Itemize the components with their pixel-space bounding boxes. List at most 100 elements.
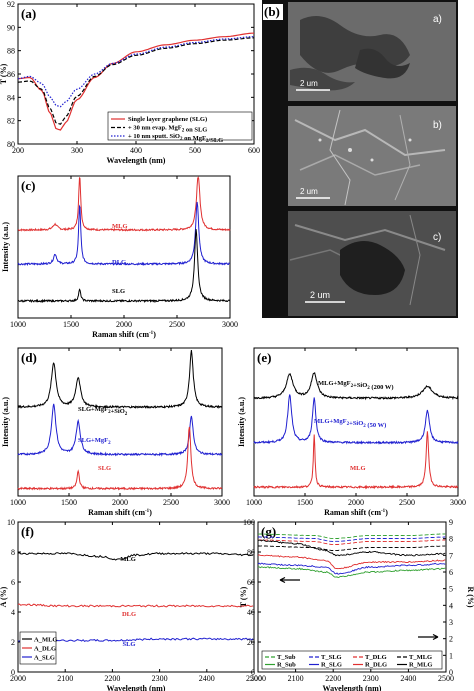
x-tick-label: 1500: [297, 498, 313, 507]
y-tick-label: 0: [251, 668, 255, 677]
legend-entry: A_DLG: [34, 645, 56, 652]
x-axis-label: Wavelength (nm): [323, 684, 382, 691]
legend-entry: T_Sub: [277, 654, 296, 661]
y-tick-label: 10: [7, 518, 15, 527]
y-axis-label: T (%): [0, 63, 8, 84]
legend-entry: A_MLG: [34, 636, 57, 643]
y2-tick-label: 2: [449, 635, 453, 644]
plot-frame: [17, 521, 255, 673]
x-tick-label: 1500: [61, 498, 77, 507]
legend-entry: R_MLG: [409, 662, 432, 669]
x-tick-label: 2100: [57, 674, 73, 683]
y-tick-label: 80: [7, 140, 15, 149]
x-tick-label: 3000: [222, 320, 238, 329]
y-axis-label: Intensity (a.u.): [1, 222, 10, 272]
raman-spectrum-0: [17, 176, 231, 232]
panel-b-label-bg: [263, 4, 283, 20]
panel-label: (e): [257, 350, 271, 365]
spectrum-label: MLG+MgF2+SiO2 (200 W): [318, 380, 394, 391]
x-tick-label: 2400: [400, 674, 416, 683]
panel-label: (a): [21, 6, 36, 21]
panel-c: 1000 1500 2000 2500 3000 Raman shift (cm-1) In…: [1, 175, 238, 339]
x-tick-label: 2300: [363, 674, 379, 683]
sem-image-a: a) 2 um: [288, 2, 456, 101]
series-line-0: [17, 32, 254, 131]
y2-tick-label: 5: [449, 585, 453, 594]
plot-frame: [257, 521, 447, 673]
panel-d: 1000 1500 2000 2500 3000 Raman shift (cm-1) In…: [1, 347, 230, 517]
tr-line-1: [258, 536, 446, 543]
y-tick-label: 60: [247, 578, 255, 587]
raman-spectrum-2: [17, 426, 223, 491]
y-tick-label: 8: [11, 548, 15, 557]
y-tick-label: 88: [7, 47, 15, 56]
x-tick-label: 500: [189, 146, 201, 155]
absorption-line-1: [17, 603, 254, 608]
y-axis-label: T (%): [239, 586, 248, 607]
y-tick-label: 20: [247, 638, 255, 647]
legend-entry: R_DLG: [365, 662, 387, 669]
x-axis-label: Raman shift (cm-1): [88, 508, 152, 517]
x-tick-label: 200: [12, 146, 24, 155]
x-tick-label: 2200: [104, 674, 120, 683]
series-line-1: [17, 37, 255, 125]
y-tick-label: 4: [11, 608, 15, 617]
y-tick-label: 40: [247, 608, 255, 617]
x-tick-label: 1000: [10, 498, 26, 507]
spectrum-label: MLG: [350, 465, 366, 472]
panel-label: (c): [21, 178, 35, 193]
absorption-line-2: [17, 637, 254, 643]
arrow-right-icon: [418, 633, 439, 641]
x-tick-label: 2500: [163, 498, 179, 507]
x-tick-label: 300: [71, 146, 83, 155]
panel-f: 2000 2100 2200 2300 2400 25000246810Wavelengt…: [0, 518, 262, 691]
spectrum-label: SLG: [98, 465, 111, 472]
x-tick-label: 2000: [348, 498, 364, 507]
y-tick-label: 100: [243, 518, 255, 527]
x-tick-label: 1500: [63, 320, 79, 329]
x-tick-label: 600: [248, 146, 260, 155]
x-axis-label: Wavelength (nm): [107, 156, 166, 165]
legend-entry: T_SLG: [321, 654, 342, 661]
x-tick-label: 400: [130, 146, 142, 155]
legend-entry: T_DLG: [365, 654, 387, 661]
tr-line-5: [257, 562, 446, 575]
tr-line-6: [257, 554, 446, 570]
x-tick-label: 2500: [246, 674, 262, 683]
y2-tick-label: 7: [449, 551, 453, 560]
y2-tick-label: 0: [449, 668, 453, 677]
x-tick-label: 3000: [214, 498, 230, 507]
sem-image-b-tag: b): [433, 120, 442, 131]
tr-line-7: [257, 539, 446, 557]
curve-label: SLG: [122, 641, 135, 648]
legend-entry: R_Sub: [277, 662, 296, 669]
spectrum-label: MLG+MgF2+SiO2 (50 W): [314, 418, 386, 429]
x-tick-label: 2200: [325, 674, 341, 683]
sem-image-b: b) 2 um: [288, 106, 456, 206]
absorption-line-0: [17, 552, 254, 561]
legend-entry: T_MLG: [409, 654, 432, 661]
x-axis-label: Wavelength (nm): [107, 684, 166, 691]
legend-entry: R_SLG: [321, 662, 342, 669]
legend-entry: A_SLG: [34, 654, 55, 661]
legend: [107, 111, 253, 141]
spectrum-label: DLG: [112, 259, 126, 266]
x-tick-label: 2000: [10, 674, 26, 683]
y-axis-label: A (%): [0, 586, 8, 607]
y-tick-label: 92: [7, 0, 15, 9]
panel-b-sem: a) 2 um b) 2 um c) 2 um (b): [262, 0, 458, 318]
spectrum-label: SLG: [112, 288, 125, 295]
y-tick-label: 90: [7, 23, 15, 32]
spectrum-label: MLG: [112, 223, 128, 230]
y2-tick-label: 4: [449, 601, 453, 610]
plot-frame: [17, 175, 231, 319]
x-axis-label: Raman shift (cm-1): [92, 330, 156, 339]
panel-a: 200 300 400 500 600 80 82 84 86 88 90 92 Wavelength …: [0, 0, 260, 165]
panel-g: 2000 2100 2200 2300 2400 2500020406080100Wave…: [239, 518, 474, 691]
y-tick-label: 82: [7, 117, 15, 126]
legend-entry: + 30 nm evap. MgF2 on SLG: [128, 125, 207, 134]
raman-spectrum-0: [253, 372, 459, 401]
y2-tick-label: 6: [449, 568, 453, 577]
panel-label: (f): [21, 524, 34, 539]
